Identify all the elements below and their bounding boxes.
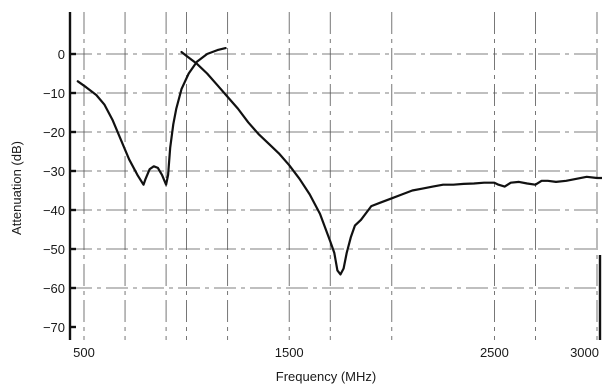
series-line-2: [180, 50, 602, 276]
y-tick-label: −60: [43, 281, 65, 296]
tick-labels: 0 −10 −20 −30 −40 −50 −60 −70 500 1500 2500 3000: [43, 47, 599, 360]
x-tick-label: 3000: [570, 345, 599, 360]
y-tick-label: −70: [43, 320, 65, 335]
y-tick-label: −30: [43, 164, 65, 179]
axes: [68, 12, 602, 340]
series-line-1: [76, 47, 227, 186]
x-tick-label: 2500: [480, 345, 509, 360]
x-tick-label: 1500: [275, 345, 304, 360]
y-tick-label: −10: [43, 86, 65, 101]
series-group: [76, 47, 602, 276]
y-tick-label: −20: [43, 125, 65, 140]
x-axis-title: Frequency (MHz): [276, 369, 376, 384]
y-tick-label: −50: [43, 242, 65, 257]
x-tick-label: 500: [73, 345, 95, 360]
grid: [70, 12, 600, 340]
y-tick-label: −40: [43, 203, 65, 218]
y-axis-title: Attenuation (dB): [9, 141, 24, 235]
y-tick-label: 0: [58, 47, 65, 62]
